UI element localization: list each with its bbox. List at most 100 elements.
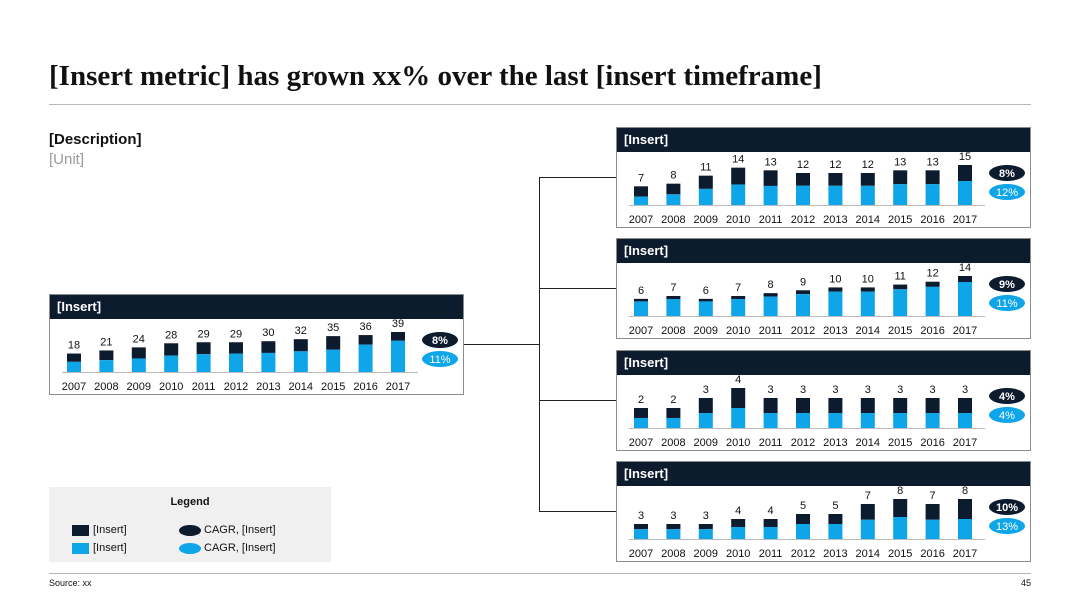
connector-vertical [539,177,540,512]
sub-chart-panel-3: [Insert] 2 2007 2 2008 3 2009 4 2010 3 2011 3 2012 3… [616,350,1031,451]
bar-segment-light [731,408,746,428]
bar-segment-light [698,188,713,205]
x-tick-label: 2010 [159,381,183,393]
bar-segment-dark [860,398,875,413]
bar-segment-light [634,196,648,205]
cagr-badge-dark [989,388,1025,404]
data-label: 12 [797,159,809,171]
connector-branch-3 [539,400,616,401]
x-tick-label: 2011 [759,548,783,560]
data-label: 30 [262,327,274,339]
connector-horizontal [464,344,540,345]
x-tick-label: 2011 [759,437,783,449]
legend-swatch-light-square [72,543,89,554]
data-label: 35 [327,322,339,334]
bar-segment-light [666,299,681,316]
data-label: 8 [768,279,774,291]
bar-segment-dark [131,347,146,359]
bar-segment-light [391,340,405,372]
data-label: 3 [897,384,903,396]
bar-segment-dark [893,398,908,413]
bar-segment-light [164,355,179,372]
bar-segment-dark [763,170,778,186]
bar-segment-light [893,289,908,316]
data-label: 24 [133,333,145,345]
data-label: 15 [959,152,971,163]
bar-segment-light [893,517,908,539]
x-tick-label: 2007 [629,325,653,337]
x-tick-label: 2016 [353,381,377,393]
data-label: 4 [735,505,741,517]
data-label: 3 [962,384,968,396]
bar-segment-light [731,184,746,205]
x-tick-label: 2012 [791,548,815,560]
data-label: 29 [230,328,242,340]
cagr-badge-dark [989,276,1025,292]
data-label: 11 [894,271,905,283]
legend-label: [Insert] [93,542,127,554]
footer-divider [49,573,1031,574]
bar-segment-light [860,291,875,316]
bar-segment-light [893,184,908,205]
data-label: 13 [926,156,938,168]
bar-segment-light [958,519,972,539]
bar-segment-light [860,519,875,539]
sub-chart-panel-1: [Insert] 7 2007 8 2008 11 2009 14 2010 13 2011 12 2… [616,127,1031,228]
bar-segment-light [698,529,713,539]
data-label: 32 [295,325,307,337]
main-bar-chart: 18 2007 21 2008 24 2009 28 2010 29 2011 29 2012 30 20… [62,319,458,393]
data-label: 36 [359,321,371,333]
bar-segment-dark [828,173,843,186]
sub-chart-panel-2: [Insert] 6 2007 7 2008 6 2009 7 2010 8 2011 9 2012 1… [616,238,1031,339]
x-tick-label: 2008 [94,381,118,393]
bar-segment-dark [958,276,972,282]
x-tick-label: 2017 [386,381,410,393]
bar-segment-light [99,360,114,372]
data-label: 7 [638,172,644,184]
data-label: 4 [768,505,774,517]
bar-segment-dark [666,296,681,299]
data-label: 13 [764,156,776,168]
data-label: 3 [670,510,676,522]
bar-segment-dark [358,335,373,345]
data-label: 13 [894,156,906,168]
cagr-badge-light [989,184,1025,200]
data-label: 2 [638,394,644,406]
bar-segment-dark [666,183,681,195]
bar-segment-light [828,185,843,205]
sub-bar-chart-2: 6 2007 7 2008 6 2009 7 2010 8 2011 9 2012 10 2013 10 20… [629,263,1025,337]
data-label: 6 [703,285,709,297]
bar-segment-dark [796,173,810,186]
data-label: 14 [959,263,971,274]
bar-segment-light [261,352,276,372]
bar-segment-dark [828,514,843,524]
x-tick-label: 2008 [661,214,685,226]
x-tick-label: 2011 [192,381,216,393]
unit-label: [Unit] [49,151,85,168]
bar-segment-light [860,413,875,428]
bar-segment-light [958,181,972,205]
x-tick-label: 2015 [888,325,912,337]
bar-segment-dark [698,175,713,189]
x-tick-label: 2012 [791,437,815,449]
data-label: 12 [862,159,874,171]
x-tick-label: 2014 [856,214,880,226]
bar-segment-light [763,527,778,539]
data-label: 6 [638,285,644,297]
x-tick-label: 2016 [920,437,944,449]
x-tick-label: 2017 [953,214,977,226]
bar-segment-dark [925,170,940,185]
bar-segment-dark [893,499,908,517]
legend-swatch-dark-square [72,525,89,536]
x-tick-label: 2017 [953,548,977,560]
cagr-label: 11% [996,298,1017,310]
bar-segment-light [326,349,341,372]
data-label: 3 [832,384,838,396]
x-tick-label: 2012 [791,214,815,226]
x-tick-label: 2011 [759,214,783,226]
cagr-badge-dark [422,332,458,348]
bar-segment-light [666,418,681,428]
connector-branch-2 [539,288,616,289]
bar-segment-light [763,413,778,428]
x-tick-label: 2010 [726,325,750,337]
